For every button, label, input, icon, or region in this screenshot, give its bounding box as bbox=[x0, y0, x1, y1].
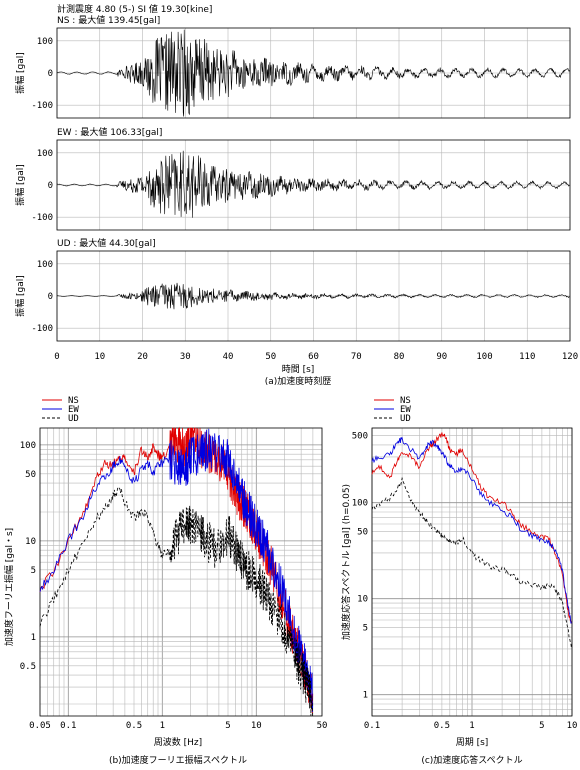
ns-time-history-panel: NS : 最大値 139.45[gal] 100 0 -100 振幅 [gal] bbox=[14, 14, 571, 119]
fourier-x-tick-label: 50 bbox=[317, 721, 328, 731]
fourier-y-tick-label: 50 bbox=[25, 470, 36, 480]
amplitude-axis-label: 振幅 [gal] bbox=[14, 164, 26, 206]
fourier-x-tick-label: 1 bbox=[160, 721, 165, 731]
time-tick-label: 40 bbox=[223, 352, 234, 362]
amplitude-tick-label: 0 bbox=[48, 292, 53, 302]
response-y-tick-label: 10 bbox=[357, 595, 368, 605]
ns-waveform-line bbox=[56, 29, 570, 117]
fourier-y-tick-label: 100 bbox=[20, 441, 36, 451]
response-x-tick-label: 10 bbox=[567, 721, 578, 731]
time-history-caption: (a)加速度時刻歴 bbox=[265, 375, 332, 387]
amplitude-axis-label: 振幅 [gal] bbox=[14, 52, 26, 94]
fourier-frame bbox=[39, 427, 323, 717]
time-history-frame bbox=[56, 139, 571, 231]
time-tick-label: 110 bbox=[519, 352, 535, 362]
fourier-y-tick-label: 1 bbox=[31, 633, 36, 643]
amplitude-tick-label: 0 bbox=[48, 69, 53, 79]
ew-peak-label: EW : 最大値 106.33[gal] bbox=[57, 126, 162, 138]
time-axis-label: 時間 [s] bbox=[282, 364, 315, 375]
response-x-tick-label: 0.1 bbox=[364, 721, 380, 731]
ew-time-history-panel: EW : 最大値 106.33[gal] 100 0 -100 振幅 [gal] bbox=[14, 126, 571, 231]
amplitude-tick-label: -100 bbox=[31, 101, 53, 111]
time-tick-label: 80 bbox=[394, 352, 405, 362]
response-spectrum-chart: 周期 [s] (c)加速度応答スペクトル 加速度応答スペクトル [gal] (h… bbox=[340, 396, 577, 766]
amplitude-tick-label: -100 bbox=[31, 213, 53, 223]
fourier-legend-ns: NS bbox=[68, 396, 79, 406]
time-tick-label: 60 bbox=[308, 352, 319, 362]
fourier-y-tick-label: 0.5 bbox=[20, 662, 36, 672]
amplitude-tick-label: 100 bbox=[37, 37, 53, 47]
response-y-tick-label: 1 bbox=[363, 691, 368, 701]
time-tick-label: 100 bbox=[476, 352, 492, 362]
fourier-x-tick-label: 0.1 bbox=[60, 721, 76, 731]
time-tick-label: 120 bbox=[562, 352, 578, 362]
time-tick-label: 10 bbox=[94, 352, 105, 362]
fourier-x-tick-label: 0.05 bbox=[29, 721, 51, 731]
response-x-tick-label: 0.5 bbox=[434, 721, 450, 731]
response-ud-series-line bbox=[371, 476, 572, 649]
fourier-ns-series-line bbox=[39, 426, 314, 714]
fourier-spectrum-chart: 周波数 [Hz] (b)加速度フーリエ振幅スペクトル 加速度フーリエ振幅 [ga… bbox=[3, 396, 327, 766]
amplitude-tick-label: 100 bbox=[37, 260, 53, 270]
ns-peak-label: NS : 最大値 139.45[gal] bbox=[57, 14, 160, 26]
response-x-tick-label: 5 bbox=[539, 721, 544, 731]
response-legend-ew: EW bbox=[400, 405, 411, 415]
time-tick-label: 30 bbox=[180, 352, 191, 362]
response-x-tick-label: 1 bbox=[469, 721, 474, 731]
response-y-tick-label: 500 bbox=[352, 432, 368, 442]
time-tick-label: 90 bbox=[436, 352, 447, 362]
fourier-ew-series-line bbox=[39, 428, 314, 713]
fourier-legend-ud: UD bbox=[68, 414, 79, 424]
response-ew-series-line bbox=[371, 436, 572, 624]
response-frame bbox=[371, 427, 573, 717]
amplitude-tick-label: 100 bbox=[37, 149, 53, 159]
ud-peak-label: UD : 最大値 44.30[gal] bbox=[57, 237, 156, 249]
response-y-tick-label: 50 bbox=[357, 528, 368, 538]
amplitude-axis-label: 振幅 [gal] bbox=[14, 275, 26, 317]
fourier-x-tick-label: 5 bbox=[225, 721, 230, 731]
response-y-tick-label: 5 bbox=[363, 624, 368, 634]
fourier-legend-ew: EW bbox=[68, 405, 79, 415]
fourier-spectrum-caption: (b)加速度フーリエ振幅スペクトル bbox=[109, 754, 247, 766]
ud-waveform-line bbox=[56, 282, 570, 310]
response-y-axis-label: 加速度応答スペクトル [gal] (h=0.05) bbox=[340, 484, 352, 640]
ew-waveform-line bbox=[56, 150, 570, 218]
response-y-tick-label: 100 bbox=[352, 499, 368, 509]
amplitude-tick-label: 0 bbox=[48, 181, 53, 191]
fourier-x-tick-label: 0.5 bbox=[126, 721, 142, 731]
amplitude-tick-label: -100 bbox=[31, 324, 53, 334]
time-tick-label: 70 bbox=[351, 352, 362, 362]
time-tick-label: 0 bbox=[54, 352, 59, 362]
period-axis-label: 周期 [s] bbox=[456, 737, 489, 748]
seismic-intensity-header: 計測震度 4.80 (5-) SI 値 19.30[kine] bbox=[57, 3, 212, 15]
ud-time-history-panel: UD : 最大値 44.30[gal] 100 0 -100 振幅 [gal] bbox=[14, 237, 571, 342]
fourier-y-tick-label: 10 bbox=[25, 537, 36, 547]
fourier-y-axis-label: 加速度フーリエ振幅 [gal・s] bbox=[3, 528, 15, 646]
response-legend-ud: UD bbox=[400, 414, 411, 424]
time-tick-label: 20 bbox=[137, 352, 148, 362]
response-ns-series-line bbox=[371, 432, 572, 624]
time-tick-label: 50 bbox=[265, 352, 276, 362]
response-legend-ns: NS bbox=[400, 396, 411, 406]
fourier-x-tick-label: 10 bbox=[251, 721, 262, 731]
fourier-ud-series-line bbox=[39, 486, 313, 717]
fourier-y-tick-label: 5 bbox=[31, 566, 36, 576]
frequency-axis-label: 周波数 [Hz] bbox=[154, 736, 202, 748]
response-spectrum-caption: (c)加速度応答スペクトル bbox=[421, 754, 522, 766]
